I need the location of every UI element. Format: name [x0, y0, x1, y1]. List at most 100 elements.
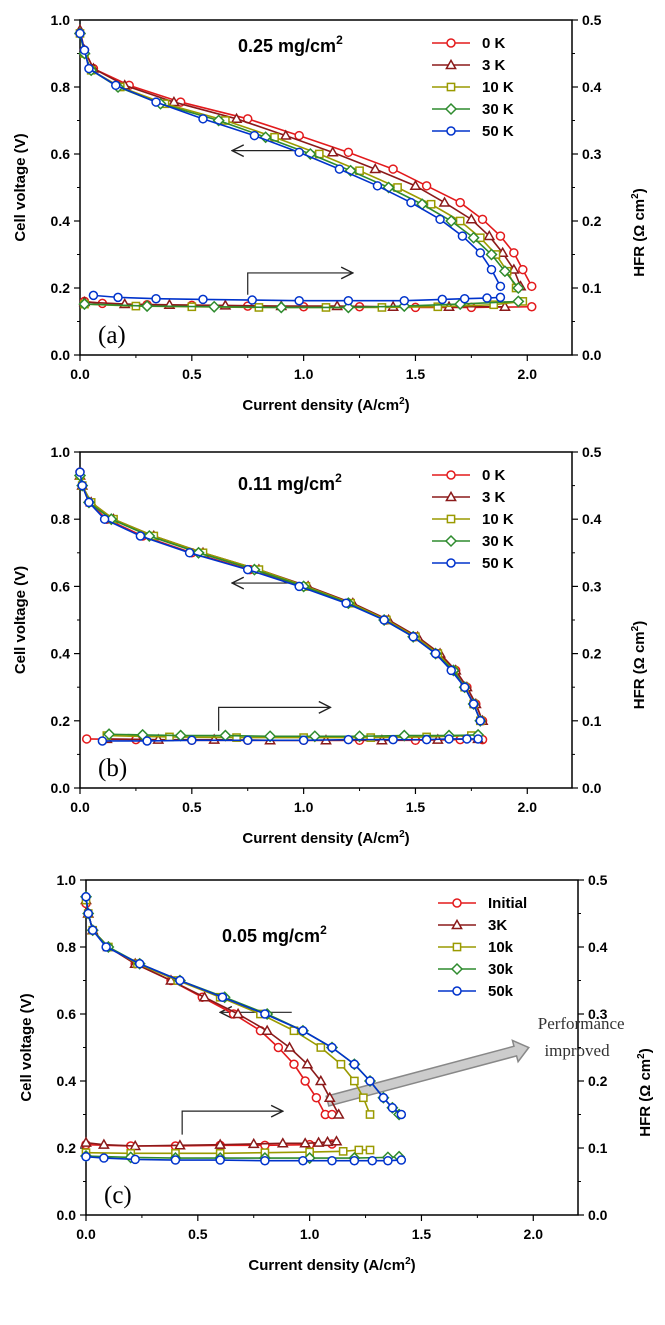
- legend-marker: [445, 58, 457, 70]
- legend-label: 10k: [488, 939, 514, 956]
- y-tick-label: 1.0: [51, 444, 71, 460]
- hfr-point: [97, 1138, 110, 1149]
- polarization-point: [465, 213, 478, 224]
- polarization-point: [406, 197, 416, 208]
- polarization-point: [496, 246, 509, 258]
- hfr-point: [433, 302, 443, 312]
- hfr-point: [247, 1137, 260, 1149]
- polarization-point: [341, 598, 351, 608]
- y-tick-label: 0.0: [51, 780, 71, 796]
- polarization-line: [79, 475, 482, 722]
- y-tick-label: 0.0: [51, 347, 71, 363]
- x-axis-title: Current density (A/cm2): [248, 1256, 415, 1274]
- hfr-point: [298, 735, 309, 746]
- y2-tick-label: 0.2: [582, 213, 602, 229]
- hfr-point: [354, 1145, 364, 1155]
- legend: Initial 3K 10k 30k 50k: [438, 895, 527, 1000]
- legend-marker: [444, 534, 458, 548]
- hfr-point: [343, 734, 354, 745]
- y-tick-label: 0.6: [51, 146, 71, 162]
- series-2: [75, 471, 485, 742]
- polarization-point: [151, 97, 161, 107]
- y-tick-label: 0.4: [57, 1073, 77, 1089]
- legend-label: 0 K: [482, 467, 506, 484]
- polarization-line: [79, 472, 484, 722]
- polarization-point: [83, 908, 93, 919]
- x-tick-label: 0.5: [188, 1226, 208, 1242]
- hfr-point: [170, 1155, 181, 1165]
- polarization-point: [409, 179, 422, 191]
- hfr-point: [482, 293, 492, 303]
- polarization-point: [135, 531, 146, 541]
- hfr-point: [214, 1138, 227, 1149]
- y-axis-title: Cell voltage (V): [12, 566, 29, 674]
- legend-marker: [446, 126, 456, 136]
- polarization-point: [350, 1076, 359, 1086]
- hfr-point: [299, 1137, 312, 1148]
- polarization-point: [349, 1059, 360, 1069]
- y2-tick-label: 0.2: [588, 1073, 608, 1089]
- hfr-point: [99, 1153, 109, 1163]
- polarization-point: [495, 231, 506, 241]
- series-4: [75, 28, 506, 306]
- polarization-point: [294, 147, 304, 158]
- legend-label: 0 K: [482, 35, 506, 52]
- y2-tick-label: 0.4: [588, 939, 608, 955]
- x-tick-label: 1.0: [294, 366, 314, 382]
- polarization-point: [289, 1059, 299, 1069]
- legend-marker: [446, 470, 456, 480]
- polarization-point: [75, 467, 85, 477]
- annotation-line-2: improved: [544, 1041, 610, 1060]
- hfr-point: [78, 298, 91, 311]
- y2-tick-label: 0.1: [588, 1140, 608, 1156]
- x-tick-label: 0.0: [76, 1226, 96, 1242]
- legend: 0 K 3 K 10 K 30 K 50 K: [432, 467, 514, 572]
- polarization-point: [75, 28, 85, 39]
- hfr-point: [349, 1155, 360, 1166]
- polarization-point: [294, 130, 304, 141]
- y-tick-label: 1.0: [57, 872, 77, 888]
- polarization-point: [323, 1091, 336, 1102]
- polarization-point: [259, 131, 272, 144]
- polarization-point: [475, 248, 486, 258]
- hfr-point: [242, 735, 253, 746]
- y2-tick-label: 0.5: [582, 12, 602, 28]
- y-tick-label: 0.4: [51, 646, 71, 662]
- y2-tick-label: 0.0: [582, 347, 602, 363]
- axis-direction-arrow: [218, 707, 331, 731]
- hfr-point: [398, 729, 411, 742]
- loading-label: 0.05 mg/cm2: [222, 923, 327, 946]
- polarization-point: [84, 497, 94, 508]
- polarization-point: [198, 991, 211, 1002]
- series-3: [73, 27, 525, 314]
- polarization-point: [369, 162, 382, 174]
- legend-marker: [446, 558, 456, 568]
- hfr-point: [276, 1137, 289, 1148]
- panel-label: (a): [98, 322, 126, 349]
- polarization-point: [217, 992, 228, 1002]
- annotation-line-1: Performance: [538, 1014, 625, 1033]
- legend-marker: [452, 986, 462, 996]
- hfr-point: [308, 730, 321, 743]
- x-tick-label: 0.0: [70, 366, 90, 382]
- y-tick-label: 0.0: [57, 1207, 77, 1223]
- polarization-point: [379, 615, 389, 625]
- hfr-point: [260, 1155, 270, 1166]
- polarization-point: [426, 199, 436, 209]
- hfr-point: [462, 734, 472, 744]
- y-tick-label: 0.4: [51, 213, 71, 229]
- series-3: [73, 469, 487, 743]
- polarization-point: [261, 1024, 274, 1035]
- polarization-point: [249, 130, 260, 141]
- polarization-point: [327, 1042, 337, 1053]
- polarization-point: [486, 264, 497, 275]
- polarization-point: [396, 1109, 407, 1120]
- hfr-point: [365, 1145, 375, 1155]
- x-tick-label: 1.0: [300, 1226, 320, 1242]
- polarization-point: [283, 1041, 296, 1052]
- legend-label: 3 K: [482, 57, 506, 74]
- panel-label: (b): [98, 755, 127, 782]
- polarization-point: [475, 716, 486, 726]
- polarization-point: [79, 45, 90, 55]
- y-tick-label: 0.6: [57, 1006, 77, 1022]
